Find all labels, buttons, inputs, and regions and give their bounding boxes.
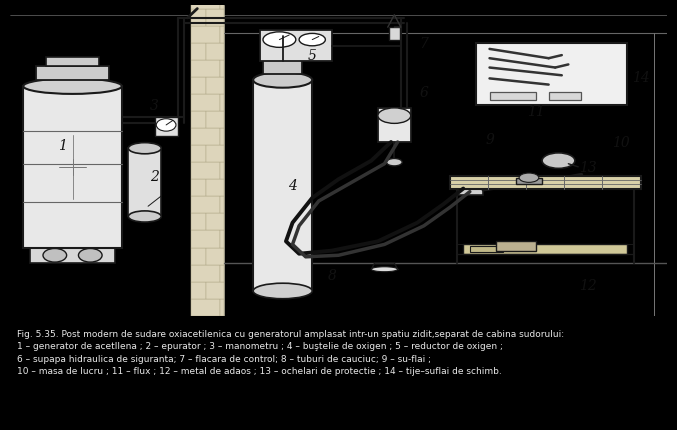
- Ellipse shape: [371, 267, 397, 272]
- Ellipse shape: [43, 249, 66, 262]
- Text: 8: 8: [328, 269, 336, 283]
- Ellipse shape: [156, 120, 176, 132]
- Text: 10: 10: [612, 136, 630, 150]
- Bar: [191, 163, 220, 180]
- Bar: [129, 149, 161, 217]
- Bar: [269, 43, 296, 56]
- Bar: [220, 27, 223, 43]
- Bar: [191, 231, 220, 248]
- Bar: [46, 58, 99, 67]
- Text: 12: 12: [579, 278, 597, 292]
- Bar: [220, 61, 223, 78]
- Bar: [206, 78, 223, 95]
- Text: 6: 6: [420, 86, 429, 100]
- Bar: [450, 177, 640, 189]
- Bar: [548, 93, 582, 101]
- Bar: [477, 43, 628, 105]
- Ellipse shape: [253, 73, 312, 89]
- Bar: [191, 78, 206, 95]
- Ellipse shape: [253, 283, 312, 299]
- Bar: [191, 129, 220, 146]
- Bar: [253, 81, 312, 291]
- Text: 4: 4: [288, 179, 297, 193]
- Bar: [23, 87, 122, 248]
- Ellipse shape: [263, 33, 296, 48]
- Text: 11: 11: [527, 105, 544, 119]
- Bar: [220, 231, 223, 248]
- Bar: [191, 299, 220, 316]
- Bar: [206, 282, 223, 299]
- Bar: [191, 248, 206, 265]
- Bar: [463, 245, 628, 254]
- Bar: [191, 146, 206, 163]
- Text: 5: 5: [308, 49, 317, 63]
- Bar: [220, 299, 223, 316]
- Bar: [191, 27, 220, 43]
- Text: 9: 9: [485, 132, 494, 147]
- Ellipse shape: [129, 212, 161, 223]
- Ellipse shape: [542, 154, 575, 169]
- Bar: [191, 197, 220, 214]
- Bar: [191, 43, 206, 61]
- Text: 14: 14: [632, 71, 649, 85]
- Bar: [220, 265, 223, 282]
- Bar: [516, 178, 542, 184]
- Bar: [206, 214, 223, 231]
- Bar: [206, 9, 223, 27]
- Ellipse shape: [129, 143, 161, 154]
- Ellipse shape: [299, 34, 326, 47]
- Bar: [220, 0, 223, 9]
- Ellipse shape: [378, 109, 411, 124]
- Bar: [191, 180, 206, 197]
- Bar: [260, 31, 332, 62]
- Ellipse shape: [79, 249, 102, 262]
- Text: 2: 2: [150, 170, 159, 184]
- Text: 7: 7: [420, 37, 429, 51]
- Bar: [191, 9, 206, 27]
- Bar: [191, 6, 223, 316]
- Bar: [220, 129, 223, 146]
- Bar: [191, 61, 220, 78]
- Bar: [191, 282, 206, 299]
- Bar: [206, 43, 223, 61]
- Ellipse shape: [23, 79, 122, 95]
- Bar: [154, 118, 177, 136]
- Bar: [263, 56, 303, 74]
- Bar: [378, 109, 411, 143]
- Bar: [191, 112, 206, 129]
- Bar: [220, 197, 223, 214]
- Bar: [30, 248, 115, 264]
- Ellipse shape: [387, 159, 402, 166]
- Bar: [206, 180, 223, 197]
- Bar: [496, 242, 536, 251]
- Bar: [191, 265, 220, 282]
- Ellipse shape: [519, 174, 539, 183]
- Bar: [489, 93, 536, 101]
- Bar: [470, 246, 502, 252]
- Text: 13: 13: [579, 160, 597, 175]
- Text: Fig. 5.35. Post modern de sudare oxiacetilenica cu generatorul amplasat intr-un : Fig. 5.35. Post modern de sudare oxiacet…: [17, 329, 564, 375]
- Bar: [220, 95, 223, 112]
- Bar: [206, 146, 223, 163]
- Bar: [191, 95, 220, 112]
- Bar: [191, 0, 220, 9]
- Text: 1: 1: [58, 139, 67, 153]
- Bar: [191, 214, 206, 231]
- Bar: [206, 248, 223, 265]
- Bar: [389, 28, 399, 40]
- Bar: [37, 67, 108, 81]
- Bar: [220, 163, 223, 180]
- Bar: [206, 112, 223, 129]
- Text: 3: 3: [150, 98, 159, 113]
- Bar: [457, 186, 483, 195]
